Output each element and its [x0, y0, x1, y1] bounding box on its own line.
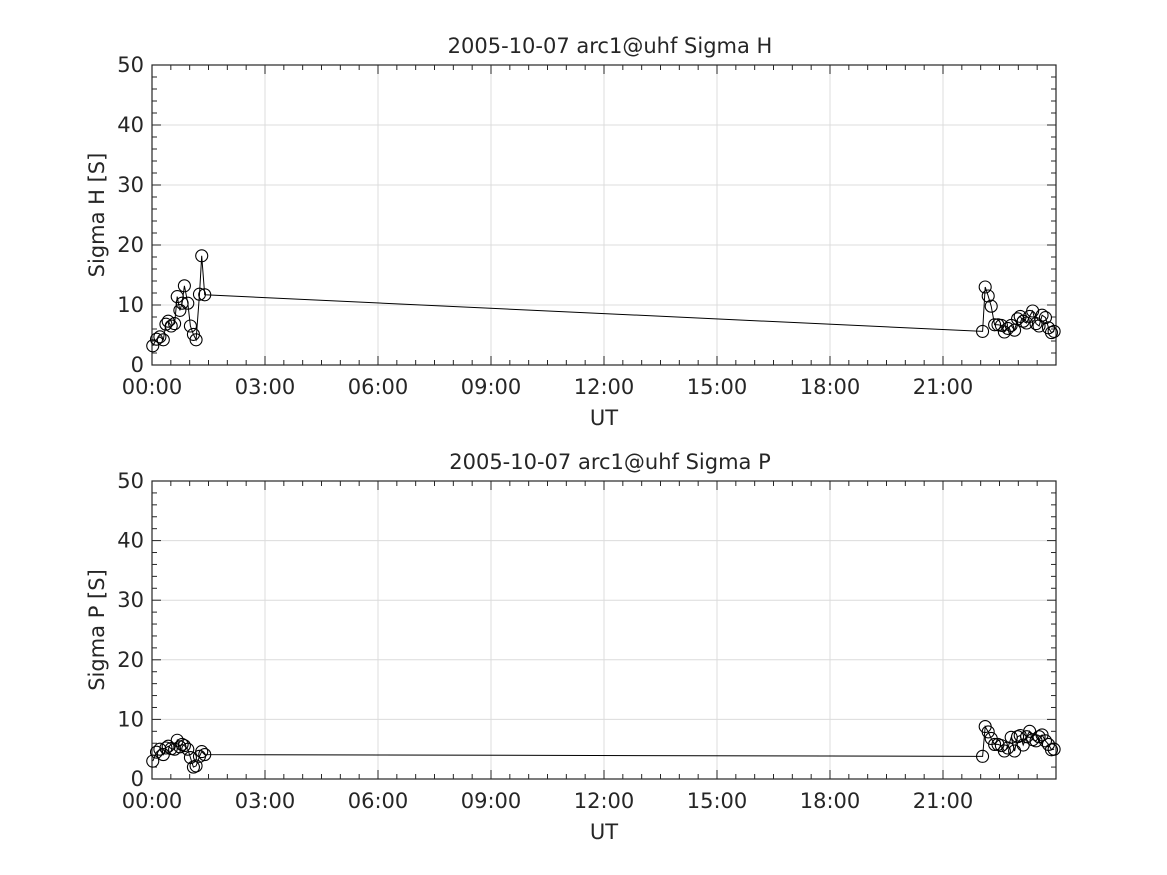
sigma-p-x-tick-label: 18:00: [800, 789, 861, 813]
sigma-h-data-point: [1035, 308, 1049, 322]
sigma-p-x-tick-label: 09:00: [461, 789, 522, 813]
sigma-h-data-point: [994, 318, 1008, 332]
sigma-p-x-tick-label: 00:00: [122, 789, 183, 813]
sigma-h-x-tick-label: 00:00: [122, 375, 183, 399]
sigma-h-x-tick-label: 21:00: [913, 375, 974, 399]
sigma-p-data-point: [975, 749, 990, 763]
sigma-p-data-point: [988, 737, 1002, 751]
sigma-h-y-tick-label: 10: [117, 293, 144, 317]
sigma-h-data-point: [988, 318, 1002, 332]
sigma-h-data-point: [159, 317, 173, 331]
sigma-h-y-tick-label: 50: [117, 53, 144, 77]
sigma-p-y-tick-label: 50: [117, 469, 144, 493]
sigma-p-data-point: [181, 742, 195, 756]
sigma-h-x-tick-label: 03:00: [235, 375, 296, 399]
sigma-h-data-point: [153, 330, 167, 344]
sigma-p-data-point: [997, 744, 1011, 758]
sigma-p-data-point: [1047, 742, 1061, 756]
sigma-h-x-tick-label: 18:00: [800, 375, 861, 399]
sigma-h-data-point: [168, 317, 182, 331]
sigma-h-data-point: [981, 289, 995, 303]
sigma-h-data-point: [1026, 304, 1040, 318]
sigma-p-x-tick-label: 15:00: [687, 789, 748, 813]
sigma-h-data-point: [1047, 324, 1061, 338]
sigma-p-x-tick-label: 12:00: [574, 789, 635, 813]
sigma-h-data-point: [978, 280, 992, 294]
sigma-p-title: 2005-10-07 arc1@uhf Sigma P: [449, 450, 771, 474]
sigma-p-x-tick-label: 21:00: [913, 789, 974, 813]
sigma-p-y-tick-label: 30: [117, 588, 144, 612]
sigma-h-x-axis-label: UT: [590, 406, 618, 430]
sigma-h-data-point: [1020, 316, 1034, 330]
sigma-p-data-point: [189, 759, 203, 773]
sigma-h-y-tick-label: 0: [131, 353, 144, 377]
sigma-h-data-point: [146, 339, 160, 353]
sigma-h-data-point: [975, 324, 990, 338]
sigma-h-data-point: [164, 319, 178, 333]
sigma-h-data-point: [1001, 321, 1015, 335]
sigma-p-x-tick-label: 06:00: [348, 789, 409, 813]
sigma-p-y-tick-label: 0: [131, 767, 144, 791]
sigma-h-title: 2005-10-07 arc1@uhf Sigma H: [448, 34, 773, 58]
sigma-h-data-point: [156, 333, 170, 347]
sigma-h-data-point: [183, 319, 197, 333]
sigma-p-data-point: [159, 741, 173, 755]
sigma-p-data-point: [1032, 730, 1046, 744]
sigma-h-data-point: [984, 299, 998, 313]
sigma-h-data-point: [175, 296, 189, 310]
sigma-p-y-tick-label: 20: [117, 648, 144, 672]
sigma-p-data-point: [146, 754, 160, 768]
sigma-h-y-tick-label: 30: [117, 173, 144, 197]
sigma-p-y-axis-label: Sigma P [S]: [85, 569, 109, 691]
sigma-p-x-tick-label: 03:00: [235, 789, 296, 813]
sigma-h-data-point: [177, 279, 191, 293]
sigma-h-x-tick-label: 09:00: [461, 375, 522, 399]
sigma-p-y-tick-label: 40: [117, 529, 144, 553]
sigma-h-panel: 00:00 03:00 06:00 09:00 12:00 15:00 18:00 21:00…: [85, 34, 1061, 430]
sigma-p-data-point: [1004, 730, 1018, 744]
sigma-p-data-point: [198, 748, 212, 762]
sigma-p-x-axis-label: UT: [590, 820, 618, 844]
sigma-h-x-tick-label: 12:00: [574, 375, 635, 399]
sigma-h-data-point: [1038, 311, 1053, 325]
sigma-h-x-tick-label: 15:00: [687, 375, 748, 399]
sigma-h-data-point: [170, 290, 184, 304]
sigma-p-panel: 00:00 03:00 06:00 09:00 12:00 15:00 18:00 21:00…: [85, 450, 1061, 844]
sigma-h-y-tick-label: 20: [117, 233, 144, 257]
sigma-h-data-point: [173, 303, 187, 317]
sigma-h-data-point: [189, 333, 203, 347]
sigma-h-data-point: [149, 332, 164, 346]
sigma-p-data-point: [177, 739, 191, 753]
sigma-h-data-point: [198, 288, 212, 302]
sigma-p-data-point: [195, 745, 209, 759]
sigma-p-y-tick-label: 10: [117, 707, 144, 731]
sigma-h-data-point: [181, 296, 195, 310]
sigma-h-x-tick-label: 06:00: [348, 375, 409, 399]
sigma-h-y-tick-label: 40: [117, 113, 144, 137]
sigma-h-data-point: [997, 325, 1011, 339]
sigma-p-data-point: [1038, 734, 1053, 748]
sigma-p-data-point: [173, 740, 187, 754]
sigma-p-data-point: [981, 725, 995, 739]
sigma-p-data-point: [1013, 728, 1027, 743]
sigma-h-data-point: [195, 249, 209, 263]
sigma-h-data-point: [192, 287, 207, 301]
sigma-p-data-point: [149, 745, 164, 759]
sigma-p-axes-frame: [151, 480, 1057, 780]
sigma-h-y-axis-label: Sigma H [S]: [85, 153, 109, 278]
sigma-h-axes-frame: [151, 64, 1057, 366]
